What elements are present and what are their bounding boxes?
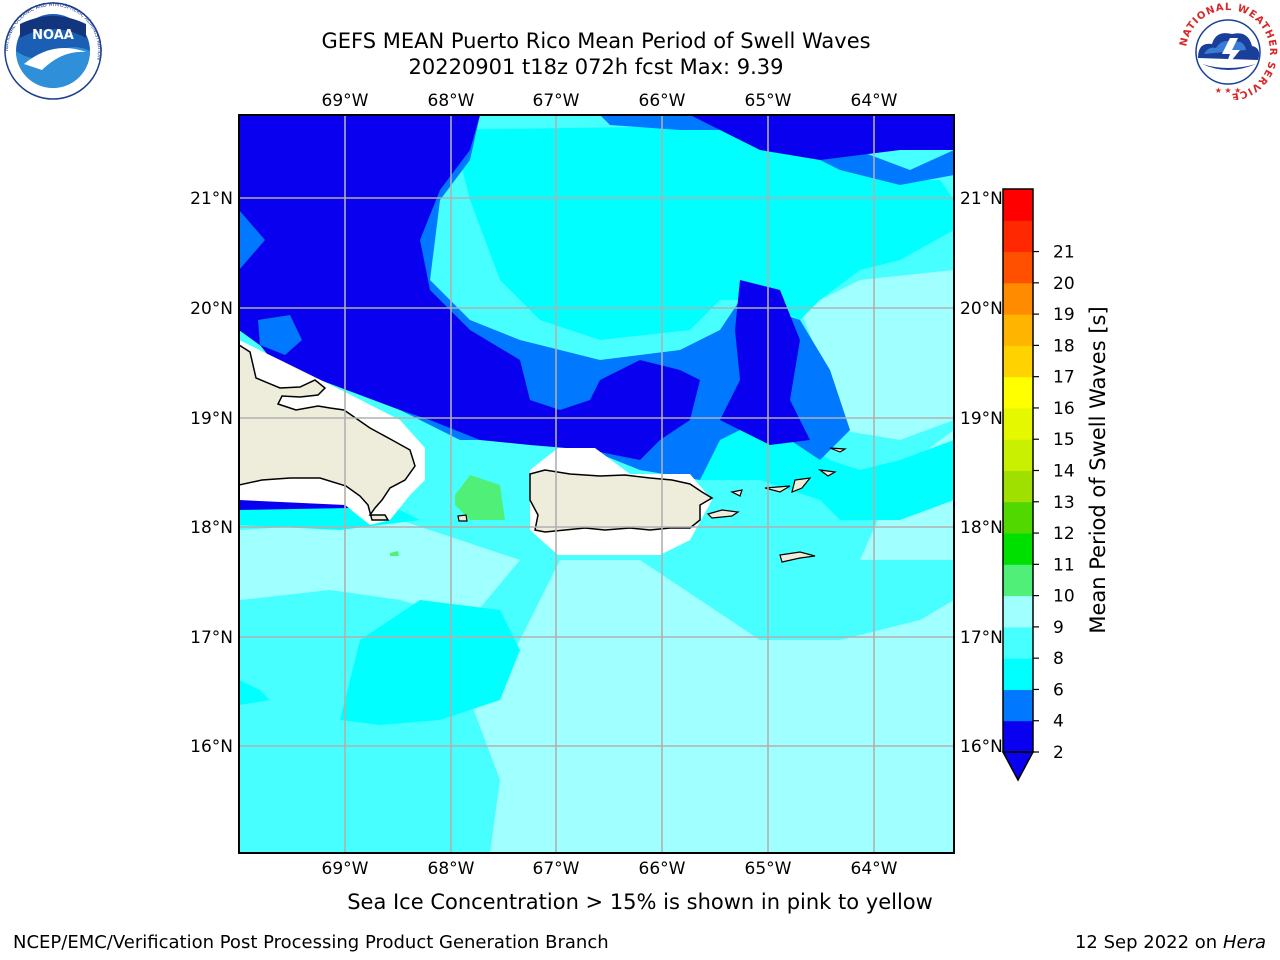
nws-logo: NATIONAL WEATHER SERVICE ★ ★ ★ bbox=[1178, 2, 1277, 100]
lon-label-top: 67°W bbox=[533, 91, 580, 111]
lon-label-bottom: 68°W bbox=[428, 859, 475, 879]
lat-label-right: 19°N bbox=[960, 409, 1003, 429]
colorbar-segment bbox=[1003, 689, 1033, 722]
colorbar-tick-label: 6 bbox=[1053, 680, 1064, 700]
lon-label-bottom: 66°W bbox=[639, 859, 686, 879]
lat-label-left: 17°N bbox=[190, 628, 233, 648]
colorbar-segment bbox=[1003, 626, 1033, 659]
sea-ice-caption: Sea Ice Concentration > 15% is shown in … bbox=[347, 890, 933, 914]
colorbar: 2 4 6 8 9 10 11 12 13 14 15 16 17 18 19 20 21 bbox=[1001, 188, 1075, 782]
colorbar-tick-label: 14 bbox=[1053, 462, 1075, 482]
lon-label-bottom: 65°W bbox=[745, 859, 792, 879]
colorbar-tick-label: 11 bbox=[1053, 555, 1075, 575]
lon-label-top: 68°W bbox=[428, 91, 475, 111]
colorbar-tick-label: 16 bbox=[1053, 399, 1075, 419]
footer-date: 12 Sep 2022 on Hera bbox=[1075, 932, 1266, 953]
land-hispaniola bbox=[239, 344, 416, 521]
lat-label-left: 20°N bbox=[190, 299, 233, 319]
colorbar-segment bbox=[1003, 720, 1033, 753]
lat-label-right: 20°N bbox=[960, 299, 1003, 319]
lat-label-left: 21°N bbox=[190, 189, 233, 209]
colorbar-segment bbox=[1003, 658, 1033, 690]
colorbar-tick-label: 9 bbox=[1053, 618, 1064, 638]
colorbar-tick-label: 19 bbox=[1053, 305, 1075, 325]
lon-label-bottom: 69°W bbox=[322, 859, 369, 879]
lon-label-bottom: 67°W bbox=[533, 859, 580, 879]
lat-label-right: 16°N bbox=[960, 737, 1003, 757]
colorbar-segment bbox=[1003, 595, 1033, 628]
lat-label-left: 18°N bbox=[190, 518, 233, 538]
colorbar-tick-label: 13 bbox=[1053, 493, 1075, 513]
map-frame bbox=[238, 114, 955, 854]
colorbar-tick-label: 20 bbox=[1053, 274, 1075, 294]
lat-label-right: 17°N bbox=[960, 628, 1003, 648]
colorbar-segment bbox=[1003, 189, 1033, 221]
colorbar-label: Mean Period of Swell Waves [s] bbox=[1086, 306, 1110, 633]
colorbar-segment bbox=[1003, 407, 1033, 440]
colorbar-segment bbox=[1003, 470, 1033, 503]
colorbar-segment bbox=[1003, 439, 1033, 471]
chart-title: GEFS MEAN Puerto Rico Mean Period of Swe… bbox=[321, 29, 871, 53]
colorbar-tick-label: 10 bbox=[1053, 587, 1075, 607]
colorbar-tick-label: 17 bbox=[1053, 368, 1075, 388]
colorbar-segment bbox=[1003, 376, 1033, 409]
colorbar-extend-triangle bbox=[1001, 751, 1035, 782]
colorbar-segment bbox=[1003, 564, 1033, 597]
colorbar-tick-label: 12 bbox=[1053, 524, 1075, 544]
chart-subtitle: 20220901 t18z 072h fcst Max: 9.39 bbox=[408, 55, 784, 79]
grid-lines bbox=[239, 115, 954, 853]
svg-text:★ ★ ★: ★ ★ ★ bbox=[1215, 86, 1242, 95]
colorbar-tick-label: 2 bbox=[1053, 743, 1064, 763]
lat-label-right: 18°N bbox=[960, 518, 1003, 538]
footer-credit: NCEP/EMC/Verification Post Processing Pr… bbox=[13, 932, 609, 953]
lat-label-left: 16°N bbox=[190, 737, 233, 757]
footer-date-text: 12 Sep 2022 on bbox=[1074, 932, 1218, 953]
colorbar-segment bbox=[1003, 501, 1033, 534]
noaa-logo-text: NOAA bbox=[32, 28, 74, 43]
colorbar-tick-label: 18 bbox=[1053, 336, 1075, 356]
colorbar-tick-label: 15 bbox=[1053, 430, 1075, 450]
colorbar-segment bbox=[1003, 251, 1033, 284]
colorbar-tick-label: 8 bbox=[1053, 649, 1064, 669]
land-puerto-rico bbox=[529, 469, 714, 533]
colorbar-tick-label: 4 bbox=[1053, 712, 1064, 732]
lat-label-left: 19°N bbox=[190, 409, 233, 429]
lon-label-top: 65°W bbox=[745, 91, 792, 111]
lat-label-right: 21°N bbox=[960, 189, 1003, 209]
lon-label-top: 64°W bbox=[851, 91, 898, 111]
noaa-logo: NATIONAL OCEANIC AND ATMOSPHERIC ADMINIS… bbox=[4, 2, 102, 100]
colorbar-segment bbox=[1003, 345, 1033, 378]
colorbar-segment bbox=[1003, 533, 1033, 565]
swell-period-field bbox=[239, 115, 954, 853]
colorbar-segment bbox=[1003, 314, 1033, 346]
colorbar-segment bbox=[1003, 282, 1033, 315]
footer-host: Hera bbox=[1222, 932, 1266, 953]
colorbar-segment bbox=[1003, 220, 1033, 253]
lon-label-top: 66°W bbox=[639, 91, 686, 111]
lon-label-top: 69°W bbox=[322, 91, 369, 111]
colorbar-tick-label: 21 bbox=[1053, 243, 1075, 263]
lon-label-bottom: 64°W bbox=[851, 859, 898, 879]
